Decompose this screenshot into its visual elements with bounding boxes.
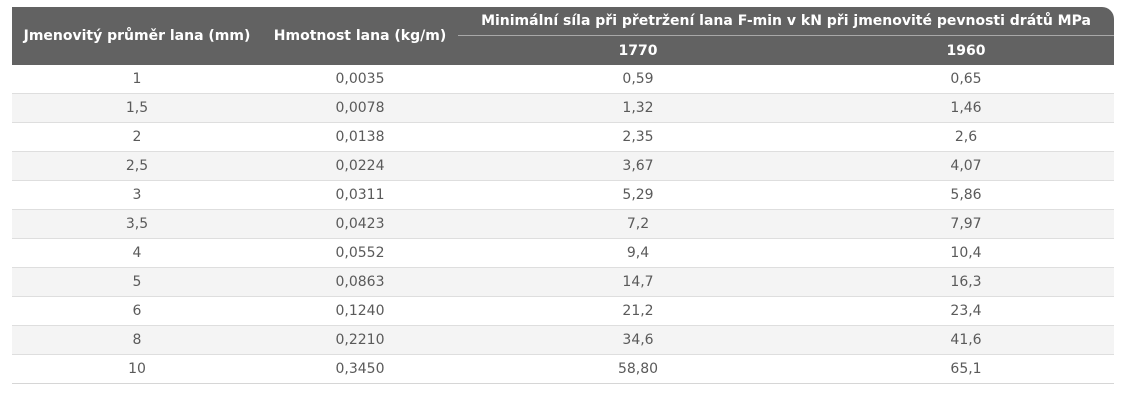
cell-force-1770: 1,32: [458, 93, 818, 123]
cell-force-1960: 2,6: [818, 122, 1114, 152]
table-row: 2 0,0138 2,35 2,6: [12, 122, 1114, 152]
cell-diameter: 1,5: [12, 93, 262, 123]
table-row: 3,5 0,0423 7,2 7,97: [12, 209, 1114, 239]
cell-force-1770: 2,35: [458, 122, 818, 152]
cell-diameter: 6: [12, 296, 262, 326]
cell-weight: 0,0311: [262, 180, 458, 210]
cell-force-1960: 16,3: [818, 267, 1114, 297]
cell-weight: 0,0035: [262, 65, 458, 94]
cell-diameter: 4: [12, 238, 262, 268]
cell-force-1770: 34,6: [458, 325, 818, 355]
table-body: 1 0,0035 0,59 0,65 1,5 0,0078 1,32 1,46 2 0,0138 2…: [12, 65, 1114, 384]
cell-force-1960: 10,4: [818, 238, 1114, 268]
rope-spec-table-container: Jmenovitý průměr lana (mm) Hmotnost lana…: [12, 7, 1114, 384]
cell-weight: 0,0863: [262, 267, 458, 297]
cell-weight: 0,0552: [262, 238, 458, 268]
cell-diameter: 2: [12, 122, 262, 152]
cell-diameter: 10: [12, 354, 262, 384]
cell-force-1960: 4,07: [818, 151, 1114, 181]
table-row: 10 0,3450 58,80 65,1: [12, 354, 1114, 384]
cell-diameter: 1: [12, 65, 262, 94]
table-row: 4 0,0552 9,4 10,4: [12, 238, 1114, 268]
header-strength-1960: 1960: [818, 35, 1114, 65]
table-row: 8 0,2210 34,6 41,6: [12, 325, 1114, 355]
cell-force-1960: 1,46: [818, 93, 1114, 123]
table-row: 2,5 0,0224 3,67 4,07: [12, 151, 1114, 181]
cell-force-1770: 7,2: [458, 209, 818, 239]
table-row: 1,5 0,0078 1,32 1,46: [12, 93, 1114, 123]
cell-weight: 0,0078: [262, 93, 458, 123]
table-row: 5 0,0863 14,7 16,3: [12, 267, 1114, 297]
rope-spec-table: Jmenovitý průměr lana (mm) Hmotnost lana…: [12, 7, 1114, 384]
cell-weight: 0,0423: [262, 209, 458, 239]
table-row: 3 0,0311 5,29 5,86: [12, 180, 1114, 210]
header-min-break-force: Minimální síla při přetržení lana F-min …: [458, 7, 1114, 36]
cell-weight: 0,1240: [262, 296, 458, 326]
cell-diameter: 3,5: [12, 209, 262, 239]
cell-diameter: 5: [12, 267, 262, 297]
cell-weight: 0,0138: [262, 122, 458, 152]
cell-force-1770: 0,59: [458, 65, 818, 94]
cell-force-1770: 5,29: [458, 180, 818, 210]
cell-force-1960: 23,4: [818, 296, 1114, 326]
cell-force-1960: 0,65: [818, 65, 1114, 94]
cell-force-1770: 9,4: [458, 238, 818, 268]
table-row: 1 0,0035 0,59 0,65: [12, 65, 1114, 94]
header-diameter: Jmenovitý průměr lana (mm): [12, 7, 262, 65]
cell-force-1960: 65,1: [818, 354, 1114, 384]
cell-weight: 0,2210: [262, 325, 458, 355]
header-strength-1770: 1770: [458, 35, 818, 65]
cell-diameter: 8: [12, 325, 262, 355]
cell-force-1960: 7,97: [818, 209, 1114, 239]
cell-weight: 0,0224: [262, 151, 458, 181]
cell-weight: 0,3450: [262, 354, 458, 384]
header-weight: Hmotnost lana (kg/m): [262, 7, 458, 65]
table-header: Jmenovitý průměr lana (mm) Hmotnost lana…: [12, 7, 1114, 65]
cell-diameter: 3: [12, 180, 262, 210]
cell-force-1960: 5,86: [818, 180, 1114, 210]
table-row: 6 0,1240 21,2 23,4: [12, 296, 1114, 326]
cell-force-1770: 14,7: [458, 267, 818, 297]
cell-force-1770: 3,67: [458, 151, 818, 181]
cell-force-1770: 58,80: [458, 354, 818, 384]
cell-diameter: 2,5: [12, 151, 262, 181]
cell-force-1770: 21,2: [458, 296, 818, 326]
cell-force-1960: 41,6: [818, 325, 1114, 355]
